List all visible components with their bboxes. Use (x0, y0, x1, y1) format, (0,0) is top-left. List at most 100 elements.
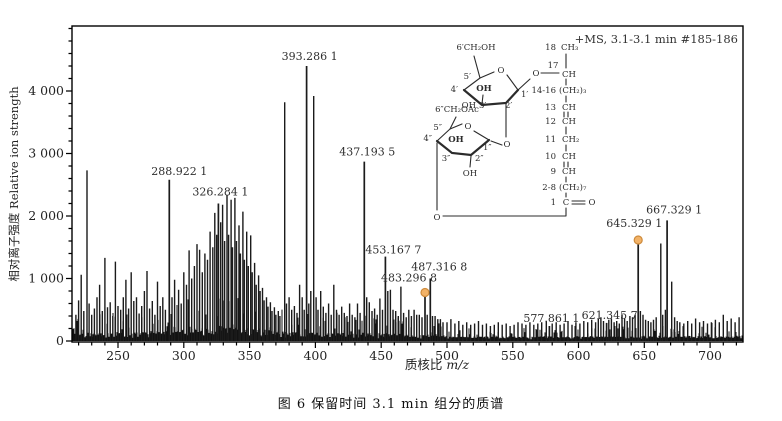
peak-label: 621.345 7 (582, 309, 638, 322)
structure-label: 2-8 (542, 183, 556, 193)
x-axis-title-mz: m/z (446, 357, 469, 372)
x-tick-label: 600 (567, 348, 591, 363)
structure-label: O (589, 198, 596, 208)
structure-label: O (465, 122, 472, 132)
ring1-back-bonds (463, 71, 519, 91)
x-tick-label: 300 (172, 348, 196, 363)
peak-label: 577.861 1 (523, 312, 579, 325)
structure-label: CH₂ (562, 135, 579, 145)
structure-label: O (533, 69, 540, 79)
structure-label: 14-16 (531, 86, 556, 96)
bond-5p-ch2oh (473, 55, 481, 79)
bond-2pp-oh (469, 155, 472, 168)
structure-label: 13 (545, 103, 556, 113)
y-axis-title: 相对离子强度 Relative ion strength (7, 86, 21, 282)
structure-label: O (434, 213, 441, 223)
structure-label: O (498, 66, 505, 76)
x-tick-label: 400 (303, 348, 327, 363)
mass-spectrum-chart: 250 300 350 400 450 500 550 600 650 700 0 1 000 2 0… (7, 25, 744, 372)
x-axis-title-zh: 质核比 (405, 357, 443, 372)
x-tick-label: 450 (369, 348, 393, 363)
structure-label: CH (562, 103, 576, 113)
structure-label: CH (562, 167, 576, 177)
peak-labels: 288.922 1 326.284 1 393.286 1 437.193 5 453.… (151, 50, 702, 325)
ring2-front-bonds (435, 138, 491, 157)
chain-double-bonds (563, 111, 569, 168)
peak-label: 667.329 1 (646, 203, 702, 216)
ring1-front-bonds (462, 88, 520, 107)
structure-label: 5′ (464, 72, 471, 82)
structure-label: OH (462, 101, 476, 111)
ms-annotation: +MS, 3.1-3.1 min #185-186 (575, 32, 738, 46)
spectrum-peaks (75, 66, 740, 341)
ring2-back-bonds (436, 123, 490, 142)
structure-label: CH₃ (561, 43, 578, 53)
structure-label: 11 (545, 135, 556, 145)
axis-ticks (66, 27, 737, 348)
x-tick-labels: 250 300 350 400 450 500 550 600 650 700 (106, 348, 722, 363)
structure-label: 10 (545, 152, 556, 162)
bond-3p-oh (481, 94, 484, 105)
structure-label: C (563, 198, 570, 208)
peak-label: 437.193 5 (339, 146, 395, 159)
structure-label: OH (448, 135, 463, 145)
structure-label: 2″ (475, 154, 484, 164)
y-tick-label: 3 000 (28, 146, 64, 161)
structure-label: OH (476, 84, 491, 94)
y-tick-label: 2 000 (28, 208, 64, 223)
orange-peak-marker (633, 235, 643, 245)
structure-label: 3′ (479, 101, 486, 111)
y-tick-label: 1 000 (28, 271, 64, 286)
peak-label: 288.922 1 (151, 165, 207, 178)
peak-label: 483.296 8 (381, 272, 437, 285)
x-tick-label: 650 (632, 348, 656, 363)
structure-label: (CH₂)₃ (559, 85, 586, 96)
peak-label: 645.329 1 (606, 217, 662, 230)
peak-label: 453.167 7 (365, 244, 421, 257)
structure-label: 4″ (423, 134, 432, 144)
orange-peak-marker (420, 287, 430, 298)
structure-label: 9 (551, 167, 556, 177)
x-tick-label: 500 (435, 348, 459, 363)
structure-label: 6″CH₂OAc (435, 105, 479, 115)
structure-label: 4′ (451, 85, 458, 95)
x-tick-label: 550 (501, 348, 525, 363)
unlabeled-peaks-path (75, 96, 740, 341)
structure-label: 18 (545, 43, 556, 53)
y-tick-label: 0 (56, 333, 64, 348)
structure-label: 1′ (521, 90, 528, 100)
y-tick-label: 4 000 (28, 83, 64, 98)
noise-path (72, 298, 743, 341)
y-tick-labels: 0 1 000 2 000 3 000 4 000 (28, 83, 64, 348)
noise-bars (72, 298, 743, 341)
bond-o-1pp (490, 140, 503, 146)
x-axis-title: 质核比 m/z (405, 357, 470, 372)
structure-label: CH (562, 152, 576, 162)
peak-label: 487.316 8 (411, 261, 467, 274)
structure-label: 5″ (433, 123, 442, 133)
x-tick-label: 350 (238, 348, 262, 363)
structure-label: 12 (545, 117, 556, 127)
bond-lactone-bridge (442, 207, 567, 217)
structure-label: 6′CH₂OH (456, 43, 495, 53)
structure-label: 2′ (505, 101, 512, 111)
structure-label: OH (463, 169, 477, 179)
peak-label: 393.286 1 (282, 50, 338, 63)
structure-label: 17 (548, 61, 559, 71)
structure-label: CH (562, 70, 576, 80)
structure-label: 1″ (483, 143, 492, 153)
figure-caption: 图 6 保留时间 3.1 min 组分的质谱 (277, 397, 505, 412)
structure-label: O (504, 140, 511, 150)
tick-marks (66, 27, 737, 348)
x-tick-label: 700 (698, 348, 722, 363)
structure-label: 1 (551, 198, 556, 208)
peak-label: 326.284 1 (192, 186, 248, 199)
plot-frame (71, 25, 744, 343)
bond-5pp-ch2oac (449, 116, 457, 130)
structure-label: (CH₂)₇ (559, 182, 587, 193)
x-tick-label: 250 (106, 348, 130, 363)
bond-1p-o (517, 78, 531, 91)
